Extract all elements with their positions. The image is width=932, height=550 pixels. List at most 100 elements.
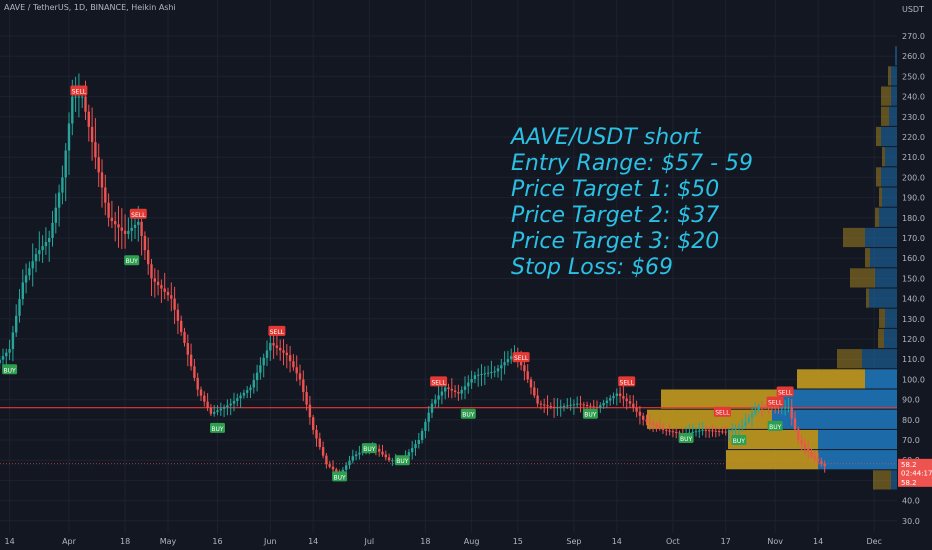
candle-body: [618, 393, 622, 397]
candle-body: [622, 396, 625, 399]
price-tick-label: 150.0: [902, 274, 925, 283]
candle-body: [335, 469, 338, 472]
volume-bar-up: [889, 106, 897, 126]
candle-body: [632, 403, 635, 408]
sell-signal-label: SELL: [778, 390, 793, 397]
candle-body: [354, 454, 358, 457]
candle-body: [569, 404, 572, 406]
candle-body: [265, 350, 269, 358]
candle-body: [483, 373, 486, 375]
candle-body: [810, 452, 813, 457]
candle-body: [87, 111, 90, 127]
buy-signal-badge: [767, 420, 783, 431]
axis-unit: USDT: [902, 5, 924, 14]
candle-body: [477, 374, 480, 376]
candle-body: [741, 425, 744, 428]
volume-bar-up: [891, 86, 897, 106]
buy-signal-badge: [582, 408, 598, 419]
annotation-line: Entry Range: $57 - 59: [511, 151, 753, 176]
candle-body: [285, 352, 288, 356]
candle-body: [615, 393, 618, 396]
candle-body: [572, 404, 576, 406]
volume-bar-up: [885, 147, 897, 167]
candle-body: [510, 356, 513, 360]
volume-bar-up: [862, 349, 897, 369]
candle-body: [407, 452, 411, 457]
price-tick-label: 40.0: [902, 497, 920, 506]
candle-body: [420, 430, 424, 440]
horizontal-lines: [0, 407, 897, 465]
candle-body: [536, 395, 539, 404]
candle-body: [480, 374, 483, 376]
candle-body: [648, 421, 651, 424]
candle-body: [255, 372, 259, 381]
volume-bar-up: [884, 328, 897, 349]
candle-body: [196, 377, 199, 390]
candle-body: [463, 386, 467, 390]
candle-body: [84, 96, 87, 112]
candle-body: [229, 403, 232, 406]
sell-signal-badge: [512, 352, 530, 363]
candle-body: [282, 350, 285, 353]
candle-body: [698, 430, 701, 432]
candle-body: [236, 398, 239, 401]
candle-body: [61, 177, 64, 193]
price-label-text: 58.2: [901, 479, 917, 487]
time-tick-label: May: [160, 537, 177, 546]
candle-body: [71, 96, 74, 124]
candle-body: [137, 221, 140, 225]
candle-body: [764, 406, 767, 408]
time-tick-label: 18: [120, 537, 130, 546]
candle-body: [104, 187, 107, 203]
price-axis[interactable]: 270.0 260.0 250.0 240.0 230.0 220.0 210.0 200.0…: [897, 0, 932, 550]
candle-body: [222, 407, 226, 409]
candle-body: [694, 431, 698, 433]
candle-body: [269, 343, 272, 351]
candle-body: [252, 380, 255, 388]
volume-bar-up: [865, 227, 897, 248]
candle-body: [790, 407, 793, 419]
buy-signal-badge: [332, 471, 348, 482]
candle-body: [714, 430, 717, 432]
price-tick-label: 30.0: [902, 517, 920, 526]
time-tick-label: 14: [813, 537, 823, 546]
candle-body: [1, 356, 5, 360]
candle-body: [51, 222, 54, 238]
candle-body: [816, 458, 820, 462]
buy-signal-label: BUY: [396, 458, 409, 465]
candle-body: [41, 246, 44, 251]
candle-body: [704, 429, 708, 431]
sell-signal-label: SELL: [270, 329, 285, 336]
candle-body: [559, 406, 562, 408]
candle-body: [325, 455, 328, 465]
candle-body: [143, 235, 147, 251]
candle-body: [110, 217, 114, 222]
price-label-badge: [898, 458, 932, 469]
volume-bar-up: [869, 288, 897, 308]
annotation-line: AAVE/USDT short: [509, 125, 702, 150]
candle-body: [655, 424, 658, 427]
buy-signal-badge: [678, 432, 694, 443]
sell-signal-label: SELL: [768, 400, 783, 407]
candle-body: [807, 448, 810, 453]
time-tick-label: Apr: [62, 537, 77, 546]
candle-body: [737, 427, 741, 429]
candle-body: [308, 404, 312, 418]
candle-body: [539, 403, 543, 405]
volume-bar-down: [881, 86, 891, 106]
candle-body: [675, 431, 678, 433]
candle-body: [292, 361, 295, 368]
buy-signal-label: BUY: [363, 446, 376, 453]
candle-body: [166, 291, 170, 296]
buy-signal-label: BUY: [462, 412, 475, 419]
candle-body: [635, 407, 638, 412]
time-axis[interactable]: 14 Apr 18 May 16 Jun 14 Jul 18 Aug 15 Sep 14 Oct 17 Nov…: [0, 533, 932, 550]
volume-bar-up: [772, 409, 897, 429]
candle-body: [163, 288, 166, 292]
candle-body: [381, 451, 384, 455]
time-tick-label: Jun: [263, 537, 277, 546]
candle-body: [440, 391, 444, 396]
volume-bar-down: [876, 167, 881, 187]
